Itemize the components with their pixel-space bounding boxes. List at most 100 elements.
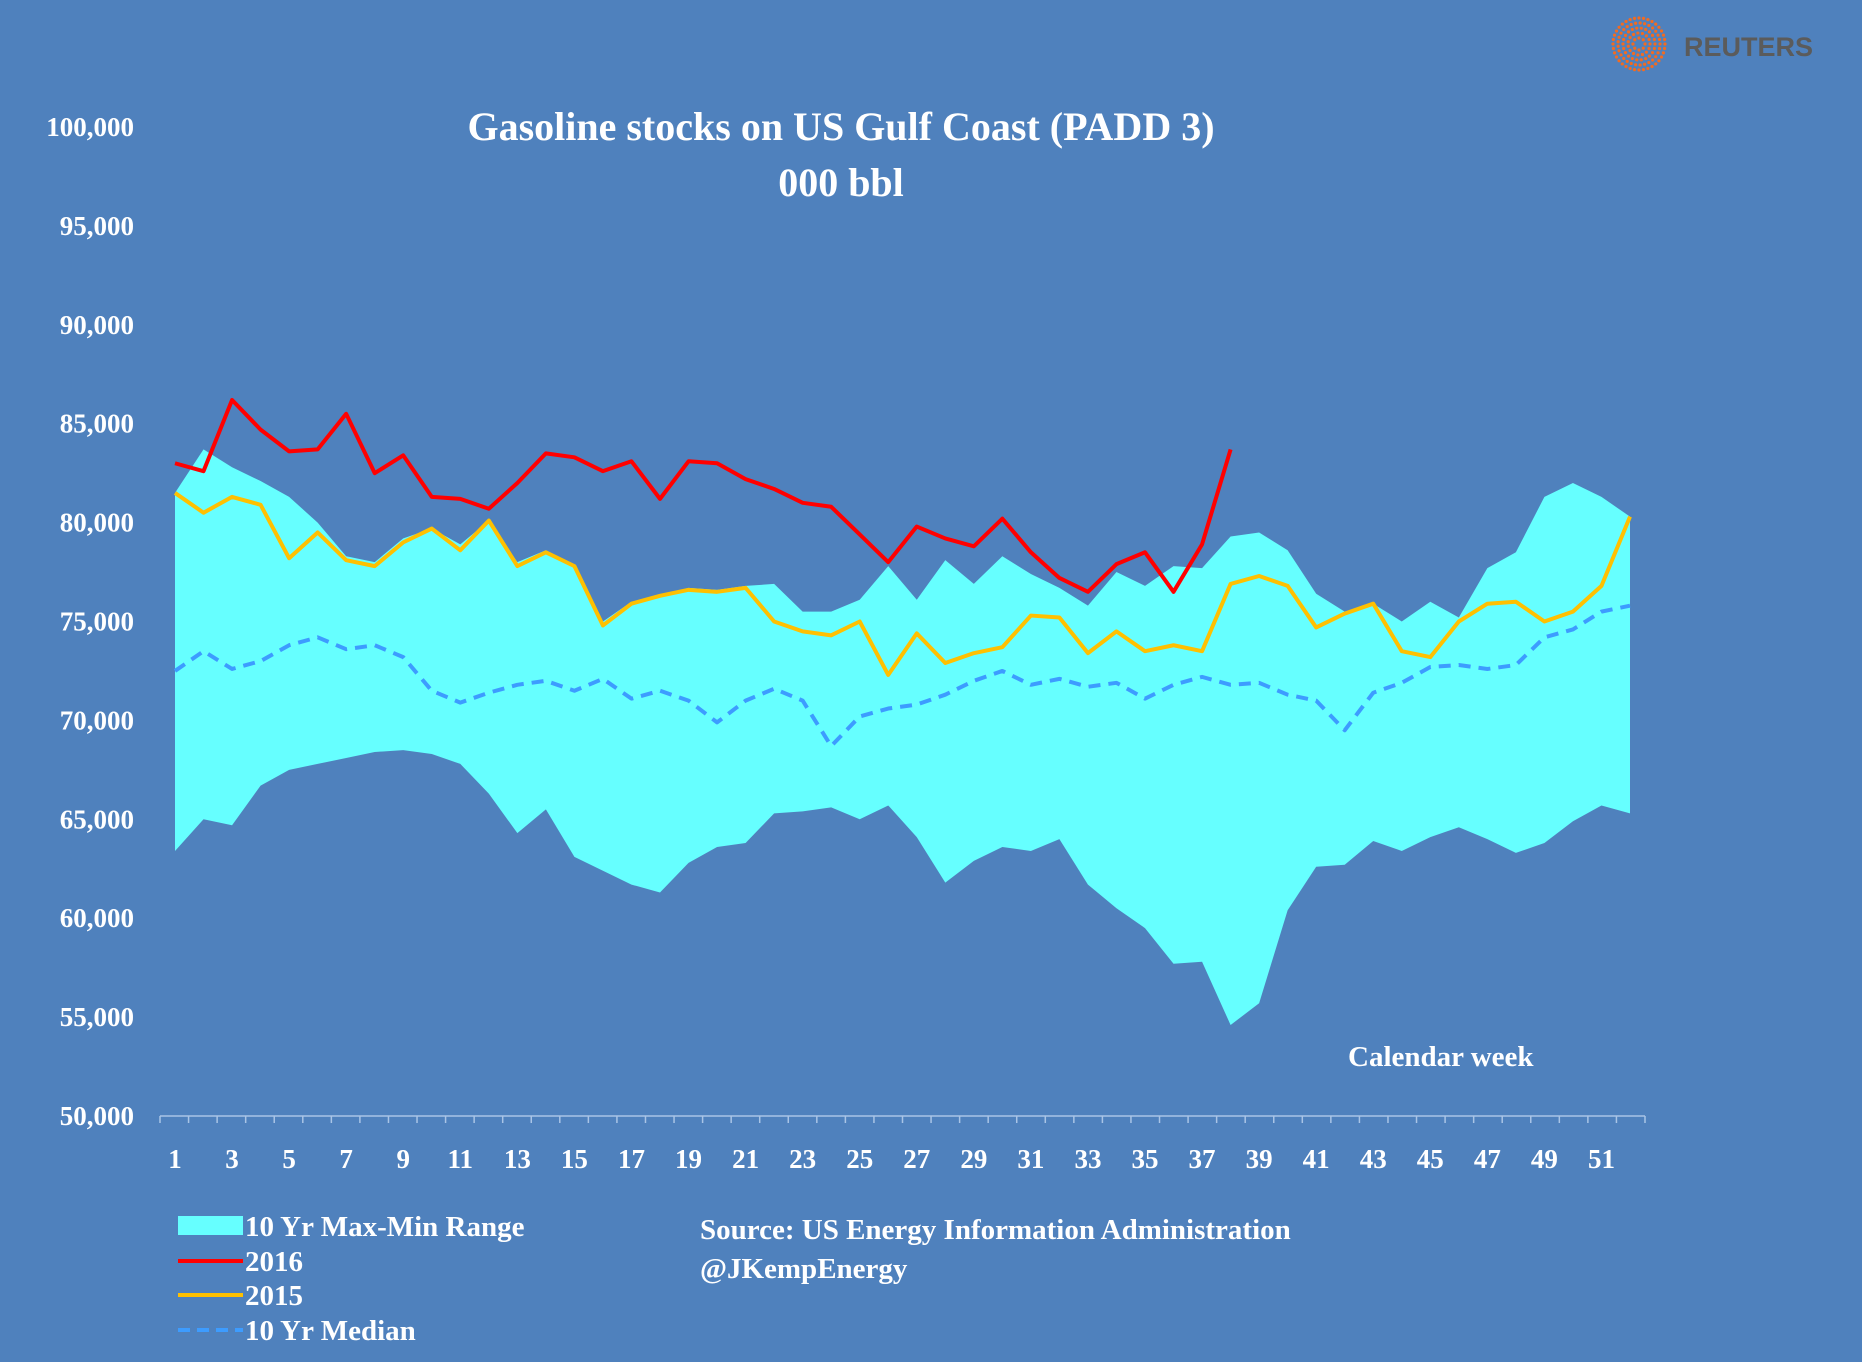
logo-dot [1622, 46, 1626, 51]
x-tick-label: 41 [1303, 1144, 1330, 1174]
x-tick-label: 51 [1588, 1144, 1615, 1174]
logo-dot [1657, 37, 1662, 42]
logo-dot [1640, 52, 1644, 57]
logo-dot [1614, 55, 1619, 59]
logo-dot [1650, 26, 1655, 30]
logo-dot [1622, 56, 1626, 61]
logo-dot [1638, 63, 1642, 67]
logo-dot [1632, 16, 1637, 20]
logo-dot [1616, 40, 1620, 44]
logo-dot [1620, 22, 1624, 26]
logo-dot [1658, 42, 1662, 46]
logo-dot [1654, 29, 1658, 33]
logo-dot [1650, 51, 1655, 55]
legend-label-median: 10 Yr Median [245, 1315, 416, 1347]
x-tick-label: 37 [1189, 1144, 1216, 1174]
logo-dot [1612, 51, 1617, 55]
logo-dot [1661, 51, 1666, 55]
legend-label-2016: 2016 [245, 1246, 303, 1278]
logo-dot [1641, 38, 1645, 42]
x-tick-label: 49 [1531, 1144, 1558, 1174]
logo-dot [1644, 56, 1648, 61]
x-tick-label: 35 [1132, 1144, 1159, 1174]
logo-dot [1624, 64, 1628, 69]
logo-dot [1639, 58, 1643, 62]
logo-dot [1619, 31, 1623, 35]
x-tick-label: 15 [561, 1144, 588, 1174]
y-tick-label: 80,000 [60, 508, 134, 538]
logo-dot [1611, 42, 1615, 46]
x-tick-label: 11 [448, 1144, 474, 1174]
x-tick-label: 39 [1246, 1144, 1273, 1174]
logo-dot [1625, 25, 1629, 29]
logo-dot [1629, 61, 1633, 66]
logo-dot [1616, 44, 1620, 48]
y-tick-label: 100,000 [46, 112, 134, 142]
logo-dot [1635, 58, 1639, 62]
logo-dot [1657, 59, 1661, 63]
logo-dot [1626, 30, 1631, 34]
y-tick-label: 90,000 [60, 310, 134, 340]
logo-dot [1652, 37, 1656, 42]
x-tick-label: 25 [846, 1144, 873, 1174]
logo-dot [1644, 50, 1648, 54]
chart-subtitle: 000 bbl [778, 160, 904, 205]
y-axis: 50,000 55,000 60,000 65,000 70,000 75,000 80,0… [46, 112, 134, 1131]
legend-swatch-range [178, 1216, 243, 1235]
x-tick-label: 19 [675, 1144, 702, 1174]
x-tick-label: 17 [618, 1144, 645, 1174]
logo-dot [1647, 37, 1651, 42]
legend: 10 Yr Max-Min Range 2016 2015 10 Yr Medi… [178, 1211, 525, 1347]
logo-dot [1622, 37, 1626, 42]
x-tick-label: 13 [504, 1144, 531, 1174]
logo-dot [1643, 62, 1647, 66]
logo-dot [1611, 37, 1615, 42]
logo-dot [1637, 68, 1641, 72]
logo-dot [1614, 29, 1619, 33]
x-tick-label: 33 [1074, 1144, 1101, 1174]
logo-dot [1647, 23, 1651, 28]
logo-dot [1646, 17, 1650, 22]
logo-dot [1632, 68, 1637, 72]
logo-dot [1629, 22, 1633, 27]
logo-dot [1657, 25, 1661, 29]
logo-dot [1652, 46, 1656, 51]
logo-dot [1623, 51, 1628, 55]
logo-dot [1646, 66, 1650, 71]
logo-dot [1647, 60, 1651, 65]
logo-dot [1654, 62, 1658, 66]
x-tick-label: 31 [1017, 1144, 1044, 1174]
logo-dot [1628, 17, 1632, 22]
logo-dot [1624, 19, 1628, 24]
y-tick-label: 50,000 [60, 1101, 134, 1131]
logo-dot [1637, 36, 1641, 40]
y-tick-label: 55,000 [60, 1002, 134, 1032]
logo-dot [1626, 40, 1630, 44]
logo-dot [1641, 68, 1646, 72]
legend-label-2015: 2015 [245, 1280, 303, 1312]
logo-dot [1644, 34, 1648, 38]
logo-dot [1636, 31, 1640, 35]
logo-dot [1654, 22, 1658, 26]
x-tick-label: 29 [960, 1144, 987, 1174]
y-tick-label: 95,000 [60, 211, 134, 241]
legend-label-range: 10 Yr Max-Min Range [245, 1211, 525, 1243]
reuters-logo: REUTERS [1611, 16, 1813, 72]
logo-dot [1626, 54, 1631, 58]
logo-dot [1659, 29, 1664, 33]
x-tick-label: 5 [282, 1144, 296, 1174]
logo-dot [1628, 35, 1632, 40]
logo-dot [1653, 42, 1657, 46]
logo-dot [1617, 35, 1621, 39]
x-tick-label: 7 [339, 1144, 353, 1174]
x-tick-label: 9 [396, 1144, 410, 1174]
logo-dot [1659, 55, 1664, 59]
logo-dot [1650, 19, 1654, 24]
logo-dot [1654, 55, 1658, 59]
logo-dot [1648, 42, 1652, 46]
x-axis-label: Calendar week [1348, 1041, 1534, 1073]
logo-dot [1647, 30, 1652, 34]
logo-dot [1625, 59, 1629, 63]
brand-name: REUTERS [1684, 32, 1813, 62]
